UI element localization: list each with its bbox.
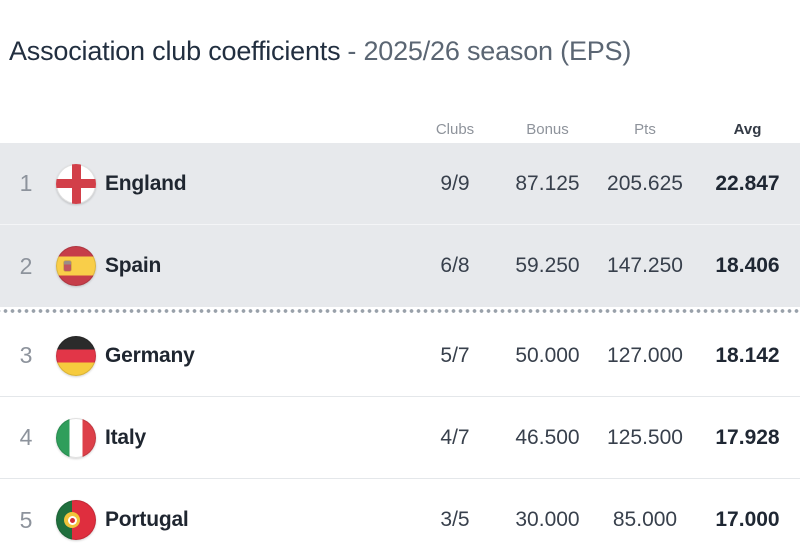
england-flag-icon — [56, 163, 96, 204]
table-row-italy[interactable]: 4 Italy 4/7 46.500 125.500 17.928 — [0, 397, 800, 479]
country-name: Portugal — [105, 508, 189, 531]
rank-value: 3 — [19, 342, 33, 368]
avg-value: 18.142 — [715, 343, 780, 367]
clubs-value: 5/7 — [440, 343, 470, 367]
pts-value: 127.000 — [607, 343, 683, 367]
pts-value: 205.625 — [607, 171, 683, 195]
clubs-value: 3/5 — [440, 508, 470, 531]
bonus-value: 59.250 — [515, 254, 580, 277]
bonus-value: 50.000 — [515, 343, 580, 367]
portugal-flag-icon — [56, 500, 96, 540]
title-season: - 2025/26 season (EPS) — [347, 36, 632, 66]
table-row-portugal[interactable]: 5 Portugal 3/5 30.000 85.000 17.000 — [0, 479, 800, 555]
avg-value: 18.406 — [715, 254, 780, 277]
clubs-value: 4/7 — [440, 425, 470, 449]
table-row-germany[interactable]: 3 Germany 5/7 50.000 127.000 18.142 — [0, 315, 800, 397]
header-bonus: Bonus — [526, 120, 569, 138]
italy-flag-icon — [56, 417, 96, 458]
country-name: Italy — [105, 425, 147, 449]
association-coefficients-widget: Association club coefficients - 2025/26 s… — [0, 34, 800, 555]
rank-value: 1 — [19, 170, 33, 196]
country-name: England — [105, 171, 187, 195]
table-row-spain[interactable]: 2 Spain 6/8 59.250 147.250 18.406 — [0, 225, 800, 307]
table-header-row: Clubs Bonus Pts Avg — [0, 115, 800, 143]
spain-flag-icon — [56, 246, 96, 286]
germany-flag-icon — [56, 335, 96, 376]
clubs-value: 6/8 — [440, 254, 470, 277]
country-name: Germany — [105, 343, 195, 367]
pts-value: 85.000 — [612, 508, 678, 531]
avg-value: 17.000 — [715, 508, 780, 531]
rank-value: 5 — [19, 506, 33, 533]
header-clubs: Clubs — [435, 120, 475, 138]
pts-value: 125.500 — [607, 425, 683, 449]
avg-value: 17.928 — [715, 425, 780, 449]
page-title: Association club coefficients - 2025/26 s… — [9, 34, 800, 68]
bonus-value: 30.000 — [515, 508, 580, 531]
header-avg: Avg — [733, 120, 762, 138]
rank-value: 2 — [19, 252, 33, 279]
bonus-value: 87.125 — [515, 171, 580, 195]
country-name: Spain — [105, 254, 162, 277]
rank-value: 4 — [19, 424, 33, 450]
avg-value: 22.847 — [715, 171, 780, 195]
header-pts: Pts — [634, 120, 656, 138]
bonus-value: 46.500 — [515, 425, 580, 449]
title-main: Association club coefficients — [9, 36, 341, 66]
pts-value: 147.250 — [607, 254, 683, 277]
clubs-value: 9/9 — [440, 171, 470, 195]
qualification-dotted-separator — [0, 307, 800, 315]
table-row-england[interactable]: 1 England 9/9 87.125 205.625 22.847 — [0, 143, 800, 225]
